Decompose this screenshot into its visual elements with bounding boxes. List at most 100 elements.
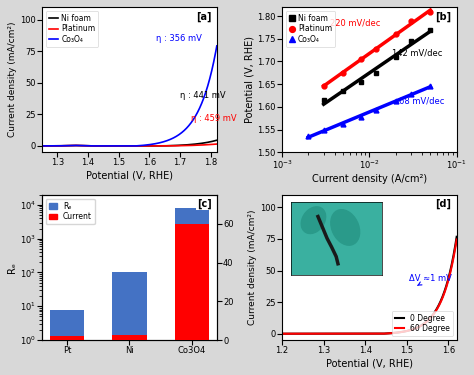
Platinum xyxy=(428,10,433,15)
Ni foam xyxy=(119,144,125,148)
Legend: Ni foam, Platinum, Co₃O₄: Ni foam, Platinum, Co₃O₄ xyxy=(286,11,335,47)
0 Degree xyxy=(449,263,455,268)
Co₃O₄ xyxy=(177,132,182,136)
Ni foam xyxy=(39,144,45,148)
Y-axis label: Current density (mA/cm²): Current density (mA/cm²) xyxy=(248,210,257,325)
Platinum xyxy=(48,144,54,148)
Co₃O₄ xyxy=(305,134,311,139)
Co₃O₄ xyxy=(133,144,139,148)
Line: Co₃O₄: Co₃O₄ xyxy=(42,46,217,146)
Platinum xyxy=(340,70,346,75)
Ni foam xyxy=(124,144,130,148)
0 Degree xyxy=(359,332,365,336)
Platinum xyxy=(393,32,399,36)
Ni foam xyxy=(408,39,414,43)
Text: [c]: [c] xyxy=(197,199,211,209)
Line: Ni foam: Ni foam xyxy=(42,140,217,146)
Platinum xyxy=(214,142,219,146)
Co₃O₄ xyxy=(393,99,399,103)
Platinum xyxy=(119,144,125,148)
Co₃O₄ xyxy=(209,69,215,73)
Text: [a]: [a] xyxy=(196,11,211,22)
0 Degree xyxy=(279,332,285,336)
Ni foam xyxy=(340,88,346,93)
Text: 220 mV/dec: 220 mV/dec xyxy=(329,18,380,27)
Text: η : 356 mV: η : 356 mV xyxy=(155,34,201,43)
X-axis label: Current density (A/cm²): Current density (A/cm²) xyxy=(312,174,427,184)
Ni foam xyxy=(159,144,165,148)
Co₃O₄ xyxy=(124,144,130,148)
Bar xyxy=(112,273,146,375)
Line: Platinum: Platinum xyxy=(42,144,217,146)
0 Degree xyxy=(364,332,370,336)
60 Degree xyxy=(359,332,365,336)
Bar xyxy=(174,208,209,375)
Legend: 0 Degree, 60 Degree: 0 Degree, 60 Degree xyxy=(392,310,453,336)
0 Degree xyxy=(288,332,294,336)
Platinum xyxy=(177,144,182,148)
Bar xyxy=(50,336,84,340)
Platinum xyxy=(321,84,327,88)
Ni foam xyxy=(428,27,433,32)
Co₃O₄ xyxy=(408,92,414,96)
Y-axis label: Rₑ: Rₑ xyxy=(7,262,17,273)
Bar xyxy=(112,335,146,340)
0 Degree xyxy=(454,234,459,239)
Y-axis label: Current density (mA/cm²): Current density (mA/cm²) xyxy=(9,22,18,137)
Bar xyxy=(174,224,209,340)
60 Degree xyxy=(454,237,459,242)
0 Degree xyxy=(417,324,422,328)
Co₃O₄ xyxy=(374,107,379,112)
Text: η : 459 mV: η : 459 mV xyxy=(191,114,237,123)
Ni foam xyxy=(209,139,215,144)
Legend: Rₑ, Current: Rₑ, Current xyxy=(46,199,95,224)
60 Degree xyxy=(417,324,422,329)
Text: [d]: [d] xyxy=(436,199,451,209)
Legend: Ni foam, Platinum, Co₃O₄: Ni foam, Platinum, Co₃O₄ xyxy=(46,11,99,47)
Ni foam xyxy=(358,80,364,84)
X-axis label: Potential (V, RHE): Potential (V, RHE) xyxy=(86,170,173,180)
Ni foam xyxy=(48,144,54,148)
60 Degree xyxy=(449,265,455,270)
Co₃O₄ xyxy=(39,144,45,148)
Line: 60 Degree: 60 Degree xyxy=(282,240,456,334)
Ni foam xyxy=(177,143,182,147)
0 Degree xyxy=(449,263,455,267)
Platinum xyxy=(209,142,215,147)
60 Degree xyxy=(364,332,370,336)
60 Degree xyxy=(279,332,285,336)
Platinum xyxy=(39,144,45,148)
Bar xyxy=(50,309,84,375)
Platinum xyxy=(209,142,215,147)
Platinum xyxy=(408,19,414,24)
Platinum xyxy=(124,144,130,148)
Platinum xyxy=(164,144,170,148)
Co₃O₄ xyxy=(48,144,54,148)
Ni foam xyxy=(321,98,327,102)
Ni foam xyxy=(393,55,399,59)
Y-axis label: Potential (V, RHE): Potential (V, RHE) xyxy=(245,36,255,123)
Co₃O₄ xyxy=(119,144,125,148)
Text: 68 mV/dec: 68 mV/dec xyxy=(399,96,445,105)
60 Degree xyxy=(449,265,455,269)
Text: ΔV ≈1 mV: ΔV ≈1 mV xyxy=(409,274,452,285)
Line: 0 Degree: 0 Degree xyxy=(282,237,456,334)
Platinum xyxy=(358,57,364,62)
Co₃O₄ xyxy=(358,114,364,119)
Co₃O₄ xyxy=(209,68,215,73)
Co₃O₄ xyxy=(428,84,433,88)
Line: Co₃O₄: Co₃O₄ xyxy=(306,84,433,139)
Ni foam xyxy=(214,138,219,142)
Co₃O₄ xyxy=(214,44,219,48)
60 Degree xyxy=(288,332,294,336)
Platinum xyxy=(374,46,379,51)
Line: Ni foam: Ni foam xyxy=(321,27,433,102)
Co₃O₄ xyxy=(321,128,327,133)
Text: [b]: [b] xyxy=(435,11,451,22)
Ni foam xyxy=(209,139,215,144)
Line: Platinum: Platinum xyxy=(321,10,433,89)
Co₃O₄ xyxy=(340,122,346,126)
Ni foam xyxy=(374,70,379,75)
Text: η : 441 mV: η : 441 mV xyxy=(180,91,226,100)
X-axis label: Potential (V, RHE): Potential (V, RHE) xyxy=(326,358,413,368)
